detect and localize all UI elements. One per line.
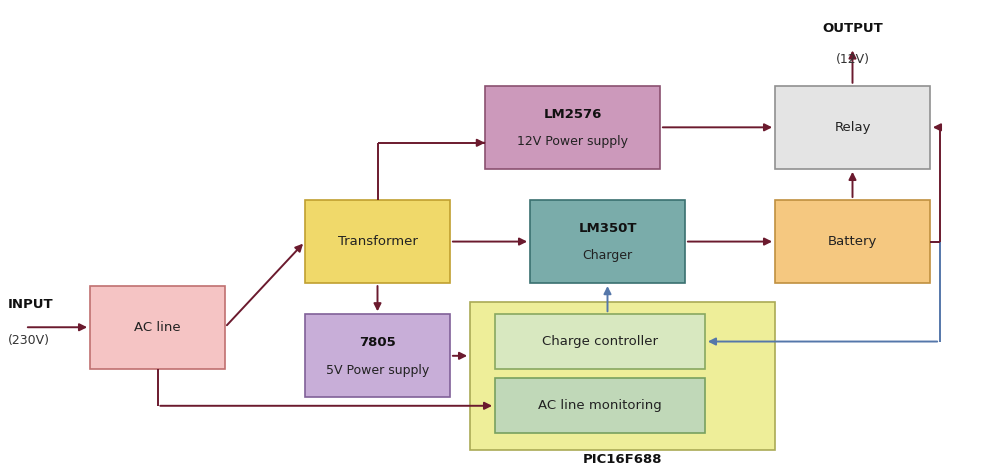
Text: LM350T: LM350T bbox=[578, 222, 637, 235]
Text: 12V Power supply: 12V Power supply bbox=[517, 135, 628, 148]
Text: PIC16F688: PIC16F688 bbox=[583, 453, 663, 466]
Text: LM2576: LM2576 bbox=[543, 108, 602, 120]
FancyBboxPatch shape bbox=[530, 200, 685, 283]
FancyBboxPatch shape bbox=[305, 314, 450, 397]
Text: Battery: Battery bbox=[828, 235, 877, 248]
Text: INPUT: INPUT bbox=[8, 298, 54, 311]
Text: Charger: Charger bbox=[582, 249, 633, 262]
FancyBboxPatch shape bbox=[470, 302, 775, 450]
Text: 5V Power supply: 5V Power supply bbox=[326, 364, 429, 377]
Text: Relay: Relay bbox=[834, 121, 871, 134]
Text: 7805: 7805 bbox=[359, 336, 396, 349]
Text: Transformer: Transformer bbox=[338, 235, 417, 248]
FancyBboxPatch shape bbox=[495, 378, 705, 433]
FancyBboxPatch shape bbox=[775, 200, 930, 283]
FancyBboxPatch shape bbox=[90, 286, 225, 369]
Text: AC line monitoring: AC line monitoring bbox=[538, 399, 662, 412]
FancyBboxPatch shape bbox=[305, 200, 450, 283]
FancyBboxPatch shape bbox=[495, 314, 705, 369]
Text: Charge controller: Charge controller bbox=[542, 335, 658, 348]
FancyBboxPatch shape bbox=[775, 86, 930, 169]
FancyBboxPatch shape bbox=[485, 86, 660, 169]
Text: AC line: AC line bbox=[134, 321, 181, 334]
Text: OUTPUT: OUTPUT bbox=[823, 22, 883, 35]
Text: (230V): (230V) bbox=[8, 334, 50, 347]
Text: (12V): (12V) bbox=[836, 53, 870, 66]
